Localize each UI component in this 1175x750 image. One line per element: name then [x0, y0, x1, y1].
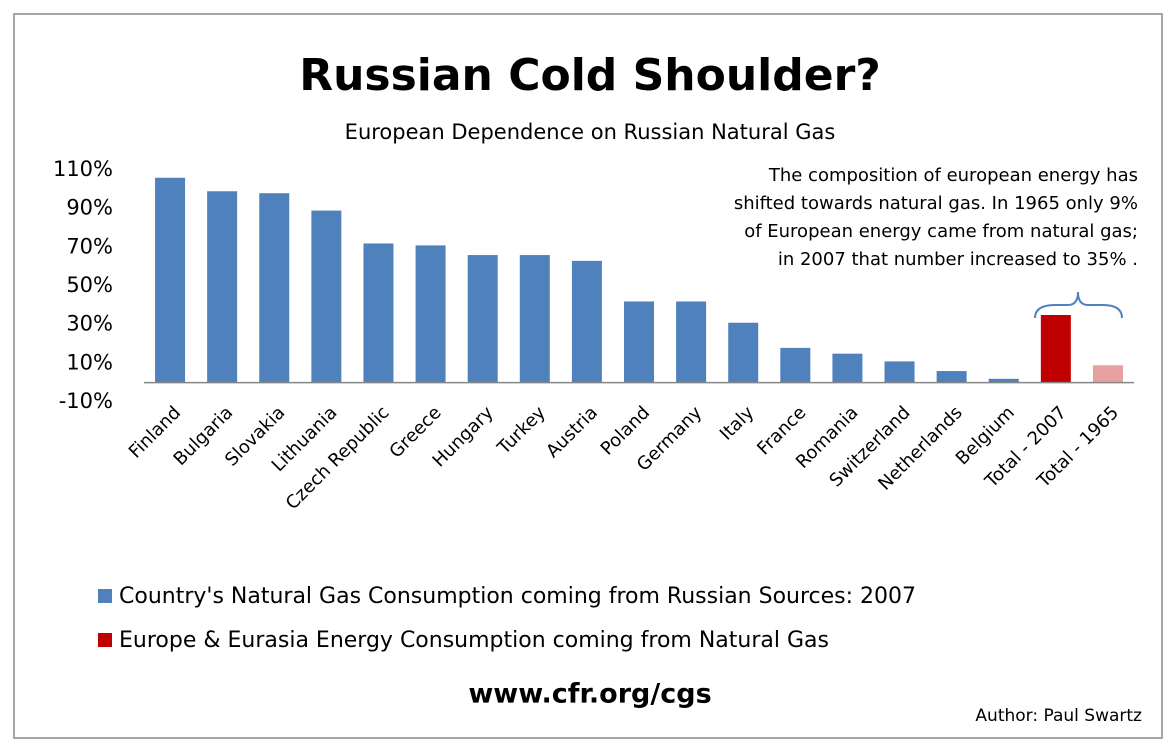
- author: Author: Paul Swartz: [975, 706, 1142, 726]
- bar: [207, 191, 238, 383]
- y-tick-label: 10%: [66, 350, 113, 374]
- annotation-line: in 2007 that number increased to 35% .: [778, 249, 1138, 270]
- bar: [624, 301, 654, 383]
- bar: [1040, 315, 1071, 383]
- bar: [832, 353, 863, 383]
- bar: [1092, 365, 1123, 383]
- bar: [363, 243, 394, 383]
- bar: [936, 371, 967, 383]
- bar: [884, 361, 915, 383]
- legend-label: Europe & Eurasia Energy Consumption comi…: [119, 628, 829, 653]
- annotation-line: of European energy came from natural gas…: [744, 221, 1138, 242]
- bar: [728, 322, 759, 383]
- chart-title: Russian Cold Shoulder?: [299, 50, 881, 101]
- chart-subtitle: European Dependence on Russian Natural G…: [345, 120, 836, 144]
- bar: [259, 193, 290, 383]
- annotation-line: The composition of european energy has: [768, 165, 1138, 186]
- bar: [780, 347, 811, 383]
- bar: [415, 245, 446, 383]
- y-tick-label: 50%: [66, 273, 113, 297]
- legend-swatch: [98, 589, 112, 603]
- source-url: www.cfr.org/cgs: [468, 679, 711, 710]
- y-tick-label: 30%: [66, 312, 113, 336]
- y-tick-label: 110%: [53, 157, 113, 181]
- bar: [467, 255, 498, 383]
- legend-swatch: [98, 633, 112, 647]
- bar: [519, 255, 550, 383]
- bar: [155, 177, 186, 383]
- y-tick-label: -10%: [59, 389, 113, 413]
- bracket: [1034, 291, 1123, 319]
- bar: [988, 378, 1019, 383]
- y-tick-label: 90%: [66, 196, 113, 220]
- bar: [311, 210, 342, 383]
- y-tick-label: 70%: [66, 234, 113, 258]
- bar: [676, 301, 707, 383]
- annotation-line: shifted towards natural gas. In 1965 onl…: [734, 193, 1138, 214]
- bar: [571, 260, 602, 383]
- legend-label: Country's Natural Gas Consumption coming…: [119, 584, 916, 609]
